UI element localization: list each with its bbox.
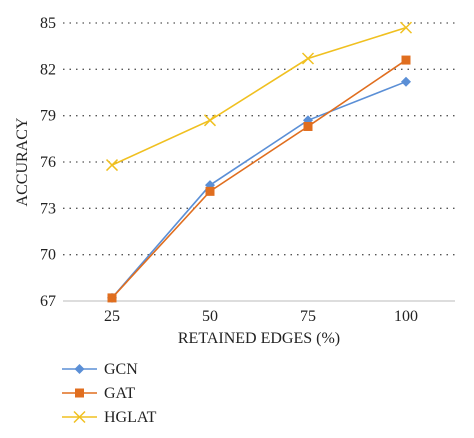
data-point-gat — [107, 293, 117, 303]
data-point-gat — [401, 55, 411, 65]
series-line-hglat — [111, 26, 407, 166]
legend-item-gat: GAT — [62, 385, 135, 402]
y-tick-label: 85 — [40, 15, 56, 32]
data-point-hglat-stroke — [203, 114, 217, 127]
data-point-gat — [303, 121, 313, 131]
series-hglat — [105, 21, 413, 172]
legend-item-hglat: HGLAT — [62, 409, 157, 426]
x-tick-label: 100 — [394, 308, 418, 325]
legend-label-hglat: HGLAT — [104, 409, 157, 426]
legend-label-gat: GAT — [104, 385, 135, 402]
y-tick-label: 67 — [40, 293, 56, 310]
y-axis-title: ACCURACY — [14, 117, 31, 206]
series-line-gat — [111, 59, 407, 299]
grid-lines — [63, 22, 455, 256]
legend-marker-gat — [75, 388, 84, 398]
y-tick-label: 76 — [40, 154, 56, 171]
data-point-hglat-stroke — [105, 159, 119, 172]
data-point-hglat — [399, 21, 413, 34]
y-tick-label: 79 — [40, 108, 56, 125]
data-point-hglat — [301, 52, 315, 65]
data-point-hglat — [203, 114, 217, 127]
x-axis-title: RETAINED EDGES (%) — [178, 330, 340, 347]
series-lines — [105, 21, 413, 303]
legend-item-gcn: GCN — [62, 361, 138, 378]
data-point-hglat-stroke — [301, 52, 315, 65]
series-line-gcn — [111, 80, 407, 299]
data-point-gcn — [401, 76, 411, 87]
legend: GCN GAT HGLAT — [62, 361, 157, 426]
x-tick-labels: 25 50 75 100 — [104, 308, 418, 325]
legend-marker-hglat-stroke — [73, 410, 86, 424]
data-point-hglat — [105, 159, 119, 172]
y-tick-labels: 67 70 73 76 79 82 85 — [40, 15, 56, 310]
series-gat — [107, 55, 411, 303]
y-tick-label: 70 — [40, 247, 56, 264]
y-tick-label: 82 — [40, 61, 56, 78]
y-tick-label: 73 — [40, 200, 56, 217]
x-tick-label: 50 — [202, 308, 218, 325]
series-gcn — [107, 76, 411, 303]
x-tick-label: 75 — [300, 308, 316, 325]
legend-marker-gcn — [74, 364, 85, 374]
legend-label-gcn: GCN — [104, 361, 138, 378]
x-tick-label: 25 — [104, 308, 120, 325]
data-point-gat — [205, 186, 215, 196]
legend-marker-hglat — [73, 410, 86, 424]
data-point-hglat-stroke — [399, 21, 413, 34]
